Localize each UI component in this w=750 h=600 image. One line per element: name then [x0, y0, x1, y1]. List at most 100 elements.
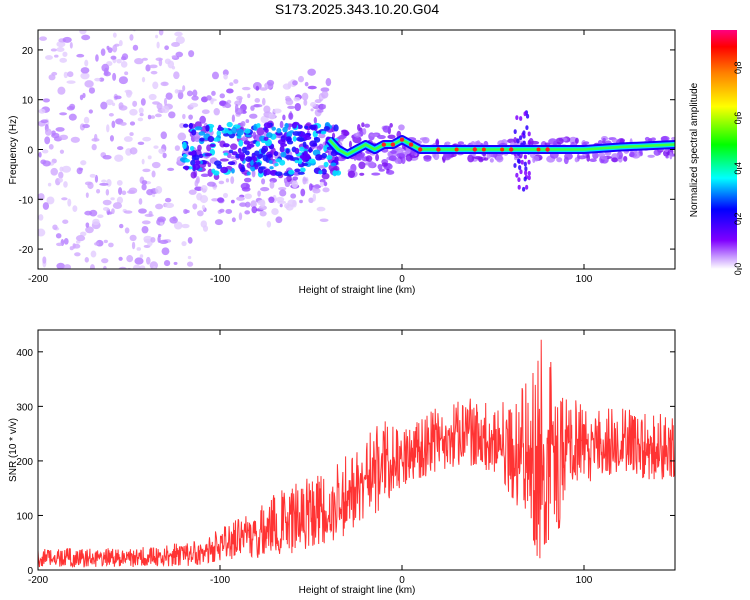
spectrogram-blob: [62, 219, 69, 224]
spectrogram-blob: [264, 139, 273, 147]
x-tick-label: 100: [576, 575, 593, 586]
spectrogram-blob: [457, 141, 465, 145]
spectrogram-blob: [284, 122, 289, 129]
spectrogram-blob: [211, 198, 219, 202]
spectrogram-blob: [314, 184, 321, 189]
spectrogram-blob: [230, 143, 238, 150]
spectrogram-blob: [80, 231, 87, 237]
spectrogram-blob: [141, 225, 149, 234]
spectrogram-blob: [47, 182, 52, 187]
spectrogram-blob: [116, 180, 123, 186]
y-tick-label: 0: [27, 566, 33, 577]
spectrogram-blob: [120, 56, 127, 61]
spectrogram-blob: [330, 162, 337, 167]
spectrogram-blob: [186, 261, 194, 267]
x-tick-label: 100: [576, 274, 593, 285]
spectrogram-blob: [282, 114, 286, 121]
spectrogram-blob: [182, 85, 186, 92]
spectrogram-blob: [81, 34, 91, 41]
spectrogram-blob: [244, 128, 251, 134]
spectrogram-blob: [108, 112, 114, 117]
spectrogram-blob: [137, 141, 145, 146]
spectrogram-blob: [478, 157, 484, 163]
spectrogram-blob: [523, 161, 527, 167]
spectrogram-blob: [483, 157, 489, 161]
spectrogram-blob: [59, 112, 68, 116]
spectrogram-blob: [177, 91, 184, 100]
spectrogram-blob: [292, 176, 299, 181]
spectrogram-blob: [103, 239, 108, 244]
x-tick-label: -100: [210, 274, 230, 285]
spectrogram-blob: [308, 197, 314, 204]
spectrogram-blob: [623, 155, 628, 162]
spectrogram-blob: [357, 124, 361, 132]
spectrogram-blob: [52, 224, 58, 230]
ridge-inner: [328, 138, 675, 156]
spectrogram-blob: [302, 141, 307, 148]
spectrogram-blob: [76, 53, 85, 58]
spectrogram-blob: [513, 129, 517, 135]
spectrogram-blob: [90, 250, 97, 258]
spectrogram-blob: [90, 264, 95, 269]
spectrogram-blob: [42, 202, 50, 210]
spectrogram-blob: [252, 131, 257, 139]
spectrogram-blob: [195, 160, 201, 165]
spectrogram-blob: [171, 41, 180, 48]
spectrogram-blob: [66, 105, 75, 111]
spectrogram-blob: [647, 154, 655, 158]
spectrogram-blob: [141, 180, 148, 185]
spectrogram-blob: [51, 71, 58, 76]
spectrogram-blob: [105, 99, 114, 106]
spectrogram-blob: [245, 156, 253, 163]
spectrogram-ridge: [325, 135, 675, 159]
spectrogram-blob: [163, 97, 168, 106]
spectrogram-blob: [268, 160, 273, 164]
spectrogram-blob: [139, 113, 144, 117]
spectrogram-blob: [102, 207, 110, 211]
spectrogram-blob: [79, 30, 87, 35]
spectrogram-blob: [255, 141, 261, 147]
spectrogram-blob: [114, 95, 122, 100]
spectrogram-blob: [171, 66, 176, 70]
spectrogram-blob: [317, 109, 324, 113]
spectrogram-blob: [40, 119, 49, 124]
spectrogram-blob: [264, 127, 269, 134]
spectrogram-blob: [254, 163, 259, 170]
spectrogram-blob: [205, 124, 210, 132]
spectrogram-blob: [189, 102, 199, 108]
spectrogram-blob: [527, 140, 531, 145]
spectrogram-blob: [586, 154, 591, 162]
spectrogram-blob: [56, 46, 65, 53]
spectrogram-blob: [258, 166, 266, 170]
spectrogram-blob: [231, 168, 235, 174]
ridge-peak: [481, 147, 486, 152]
spectrogram-blob: [129, 34, 134, 41]
spectrogram-blob: [132, 44, 139, 51]
spectrogram-blob: [138, 208, 147, 214]
spectrogram-blob: [63, 238, 69, 245]
spectrogram-blob: [51, 130, 56, 136]
snr-x-label: Height of straight line (km): [299, 585, 416, 596]
ridge-peak: [408, 142, 414, 147]
spectrogram-blob: [224, 103, 232, 109]
spectrogram-blob: [94, 77, 101, 82]
x-tick-label: 0: [399, 274, 405, 285]
spectrogram-blob: [55, 233, 62, 239]
spectrogram-blob: [200, 173, 209, 177]
spectrogram-blob: [467, 154, 475, 163]
spectrogram-blob: [160, 131, 167, 140]
spectrogram-blob: [280, 151, 287, 158]
spectrogram-blob: [116, 58, 122, 64]
spectrogram-blob: [100, 48, 106, 56]
spectrogram-blob: [48, 144, 54, 150]
spectrogram-blob: [50, 167, 58, 176]
spectrogram-blob: [112, 202, 123, 210]
spectrogram-blob: [519, 116, 523, 121]
spectrogram-blob: [185, 209, 190, 214]
x-tick-label: 0: [399, 575, 405, 586]
spectrogram-blob: [256, 127, 265, 136]
y-tick-label: 0: [27, 146, 33, 157]
spectrogram-blob: [106, 178, 112, 187]
spectrogram-blob: [555, 137, 564, 145]
spectrogram-blob: [302, 178, 308, 182]
